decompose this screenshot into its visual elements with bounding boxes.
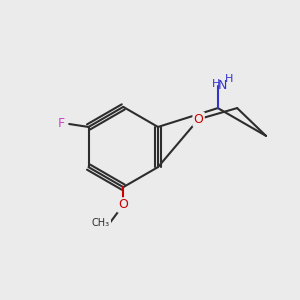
Text: O: O bbox=[194, 113, 203, 126]
Text: H: H bbox=[212, 79, 220, 89]
Text: O: O bbox=[118, 199, 128, 212]
Text: CH₃: CH₃ bbox=[92, 218, 110, 228]
Text: H: H bbox=[225, 74, 233, 84]
Text: N: N bbox=[218, 79, 227, 92]
Text: F: F bbox=[58, 118, 65, 130]
